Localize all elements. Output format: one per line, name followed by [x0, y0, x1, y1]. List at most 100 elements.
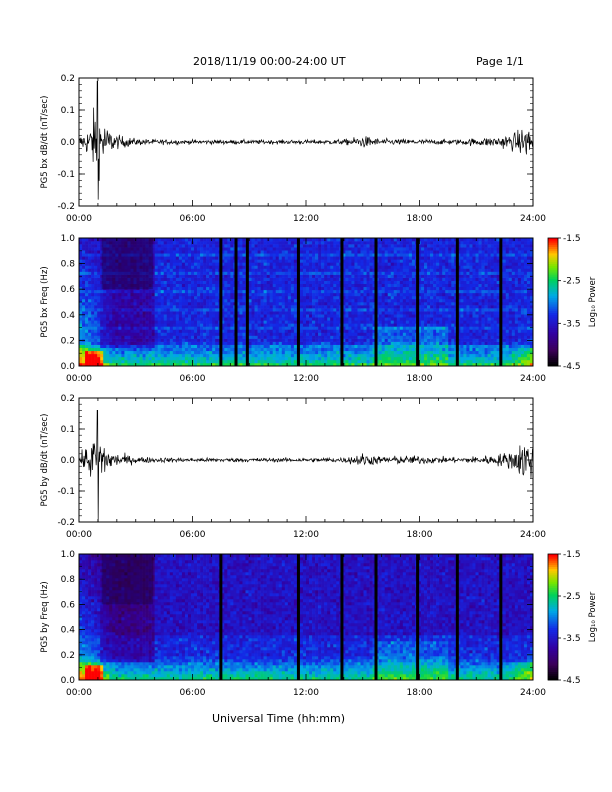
- spectrogram-cell: [299, 356, 304, 361]
- spectrogram-cell: [166, 329, 171, 333]
- spectrogram-cell: [309, 289, 313, 294]
- spectrogram-cell: [266, 247, 270, 251]
- spectrogram-cell: [333, 259, 337, 263]
- spectrogram-cell: [345, 329, 349, 333]
- spectrogram-cell: [393, 256, 398, 260]
- spectrogram-cell: [351, 265, 355, 269]
- spectrogram-cell: [333, 359, 337, 364]
- spectrogram-cell: [378, 283, 382, 288]
- spectrogram-cell: [306, 329, 310, 333]
- spectrogram-cell: [172, 311, 177, 315]
- spectrogram-cell: [97, 289, 101, 294]
- spectrogram-cell: [139, 280, 143, 285]
- spectrogram-cell: [169, 359, 174, 364]
- spectrogram-cell: [97, 271, 101, 275]
- spectrogram-cell: [287, 286, 292, 291]
- spectrogram-cell: [290, 238, 295, 242]
- spectrogram-cell: [136, 344, 140, 349]
- x-axis-label: Universal Time (hh:mm): [212, 712, 345, 725]
- spectrogram-cell: [97, 323, 101, 327]
- spectrogram-cell: [175, 262, 180, 266]
- spectrogram-cell: [163, 356, 168, 361]
- spectrogram-cell: [272, 311, 277, 315]
- spectrogram-cell: [236, 338, 240, 342]
- spectrogram-cell: [136, 347, 140, 352]
- spectrogram-cell: [230, 338, 234, 342]
- spectrogram-cell: [421, 362, 425, 367]
- spectrogram-cell: [263, 253, 267, 257]
- spectrogram-cell: [408, 244, 413, 248]
- spectrogram-cell: [315, 238, 319, 242]
- spectrogram-cell: [281, 292, 286, 297]
- spectrogram-cell: [91, 335, 95, 339]
- spectrogram-cell: [254, 256, 258, 260]
- spectrogram-cell: [248, 305, 252, 309]
- spectrogram-cell: [302, 271, 307, 275]
- spectrogram-cell: [363, 241, 367, 245]
- spectrogram-cell: [166, 292, 171, 297]
- spectrogram-cell: [333, 311, 337, 315]
- spectrogram-cell: [151, 295, 155, 300]
- spectrogram-cell: [221, 244, 225, 248]
- spectrogram-cell: [148, 305, 152, 309]
- spectrogram-cell: [160, 238, 165, 242]
- spectrogram-cell: [142, 344, 146, 349]
- spectrogram-cell: [336, 353, 340, 358]
- spectrogram-cell: [242, 353, 246, 358]
- spectrogram-cell: [309, 338, 313, 342]
- spectrogram-cell: [378, 341, 382, 345]
- spectrogram-cell: [402, 256, 407, 260]
- spectrogram-cell: [287, 335, 292, 339]
- spectrogram-cell: [299, 271, 304, 275]
- spectrogram-cell: [293, 298, 298, 303]
- spectrogram-cell: [312, 335, 316, 339]
- spectrogram-cell: [302, 341, 307, 345]
- spectrogram-cell: [239, 329, 243, 333]
- spectrogram-cell: [190, 338, 195, 342]
- spectrogram-cell: [97, 277, 101, 281]
- spectrogram-cell: [236, 244, 240, 248]
- spectrogram-cell: [236, 247, 240, 251]
- spectrogram-cell: [269, 238, 274, 242]
- spectrogram-cell: [169, 274, 174, 278]
- spectrogram-cell: [266, 317, 270, 321]
- spectrogram-cell: [299, 308, 304, 312]
- spectrogram-cell: [315, 268, 319, 272]
- spectrogram-cell: [142, 329, 146, 333]
- spectrogram-cell: [354, 311, 358, 315]
- spectrogram-cell: [324, 259, 328, 263]
- spectrogram-cell: [396, 305, 401, 309]
- spectrogram-cell: [100, 271, 104, 275]
- spectrogram-cell: [411, 253, 416, 257]
- spectrogram-cell: [287, 341, 292, 345]
- spectrogram-cell: [384, 350, 389, 355]
- spectrogram-cell: [272, 262, 277, 266]
- spectrogram-cell: [124, 311, 128, 315]
- spectrogram-cell: [427, 274, 431, 278]
- spectrogram-cell: [215, 320, 219, 324]
- spectrogram-cell: [318, 314, 322, 318]
- spectrogram-cell: [221, 302, 225, 306]
- spectrogram-cell: [100, 289, 104, 294]
- spectrogram-cell: [136, 311, 140, 315]
- spectrogram-cell: [209, 247, 213, 251]
- spectrogram-cell: [224, 341, 228, 345]
- spectrogram-cell: [312, 259, 316, 263]
- spectrogram-cell: [336, 241, 340, 245]
- spectrogram-cell: [118, 256, 122, 260]
- spectrogram-cell: [142, 289, 146, 294]
- spectrogram-cell: [327, 326, 331, 330]
- spectrogram-cell: [154, 295, 158, 300]
- spectrogram-cell: [97, 302, 101, 306]
- spectrogram-cell: [278, 332, 283, 336]
- spectrogram-cell: [369, 359, 373, 364]
- spectrogram-cell: [184, 317, 189, 321]
- spectrogram-cell: [148, 311, 152, 315]
- spectrogram-cell: [272, 286, 277, 291]
- spectrogram-cell: [178, 359, 183, 364]
- spectrogram-cell: [366, 286, 370, 291]
- spectrogram-cell: [369, 289, 373, 294]
- spectrogram-cell: [248, 271, 252, 275]
- spectrogram-cell: [236, 262, 240, 266]
- spectrogram-cell: [408, 280, 413, 285]
